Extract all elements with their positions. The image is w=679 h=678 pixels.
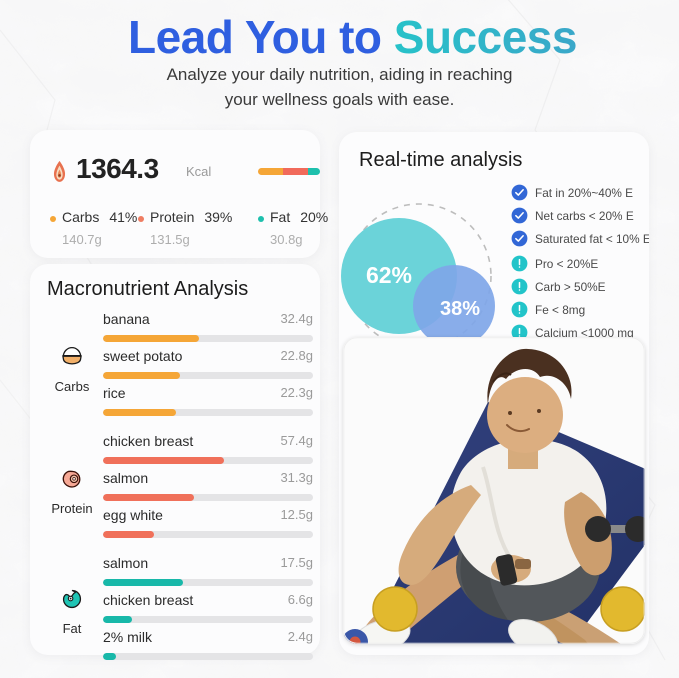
- svg-text:62%: 62%: [366, 262, 412, 288]
- svg-text:38%: 38%: [440, 298, 480, 320]
